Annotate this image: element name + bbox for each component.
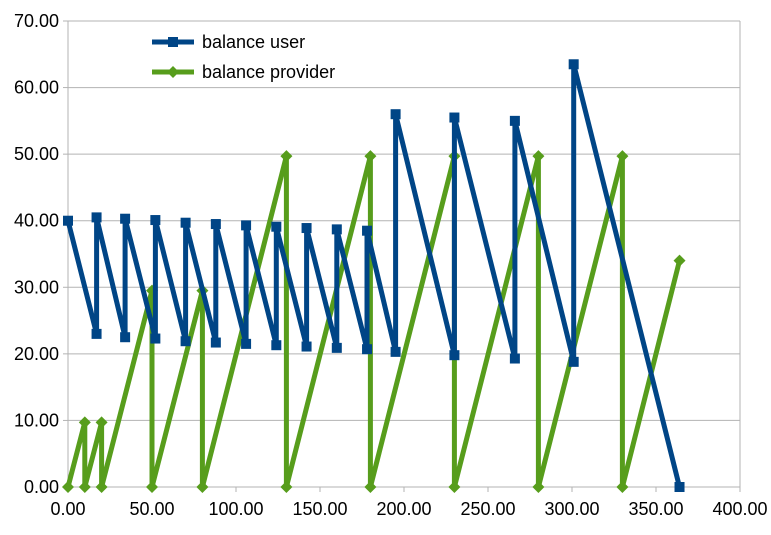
data-point-balance-user (180, 217, 191, 228)
legend: balance user balance provider (152, 32, 335, 82)
data-point-balance-provider (364, 150, 377, 163)
x-tick-label: 400.00 (712, 499, 767, 519)
x-tick-label: 100.00 (208, 499, 263, 519)
legend-entry-balance-user: balance user (152, 32, 305, 52)
y-tick-label: 70.00 (14, 11, 59, 31)
legend-swatch-marker (168, 37, 178, 47)
data-point-balance-user (210, 219, 221, 230)
x-tick-label: 350.00 (628, 499, 683, 519)
data-point-balance-provider (78, 481, 91, 493)
y-tick-label: 40.00 (14, 211, 59, 231)
series-balance-user (63, 59, 685, 492)
data-point-balance-provider (532, 150, 545, 163)
y-tick-label: 0.00 (24, 477, 59, 497)
series-balance-provider (62, 150, 686, 493)
data-point-balance-user (150, 333, 161, 344)
x-tick-label: 0.00 (50, 499, 85, 519)
x-tick-label: 250.00 (460, 499, 515, 519)
data-point-balance-provider (673, 254, 686, 267)
data-point-balance-provider (616, 150, 629, 163)
legend-label: balance provider (202, 62, 335, 82)
data-point-balance-provider (280, 150, 293, 163)
x-tick-label: 150.00 (292, 499, 347, 519)
data-point-balance-user (271, 340, 282, 351)
data-point-balance-provider (448, 481, 461, 493)
data-point-balance-user (301, 223, 312, 234)
data-point-balance-user (509, 353, 520, 364)
data-point-balance-user (91, 328, 102, 339)
axes: 0.00 10.00 20.00 30.00 40.00 50.00 60.00 70.00 0… (14, 11, 768, 519)
data-point-balance-user (120, 332, 131, 343)
data-point-balance-user (331, 224, 342, 235)
data-point-balance-provider (62, 481, 74, 493)
y-tick-label: 20.00 (14, 344, 59, 364)
data-point-balance-user (362, 225, 373, 236)
series-lines (62, 59, 686, 493)
series-line-balance-provider (65, 153, 682, 490)
y-tick-label: 60.00 (14, 78, 59, 98)
y-tick-label: 10.00 (14, 410, 59, 430)
data-point-balance-user (301, 341, 312, 352)
legend-label: balance user (202, 32, 305, 52)
data-point-balance-user (509, 115, 520, 126)
data-point-balance-user (390, 109, 401, 120)
y-tick-label: 50.00 (14, 144, 59, 164)
x-tick-label: 200.00 (376, 499, 431, 519)
data-point-balance-user (331, 342, 342, 353)
data-point-balance-provider (616, 481, 629, 493)
data-point-balance-provider (95, 481, 108, 493)
data-point-balance-user (449, 350, 460, 361)
data-point-balance-user (180, 336, 191, 347)
data-point-balance-user (150, 215, 161, 226)
y-tick-label: 30.00 (14, 277, 59, 297)
data-point-balance-user (120, 213, 131, 224)
data-point-balance-provider (280, 481, 293, 493)
data-point-balance-user (568, 356, 579, 367)
legend-entry-balance-provider: balance provider (152, 62, 335, 82)
data-point-balance-provider (532, 481, 545, 493)
x-tick-label: 50.00 (129, 499, 174, 519)
data-point-balance-user (210, 337, 221, 348)
x-tick-label: 300.00 (544, 499, 599, 519)
data-point-balance-provider (146, 481, 158, 493)
data-point-balance-provider (196, 481, 209, 493)
data-point-balance-user (674, 482, 685, 492)
data-point-balance-user (91, 212, 102, 223)
data-point-balance-user (241, 338, 252, 349)
data-point-balance-user (449, 112, 460, 123)
data-point-balance-user (362, 344, 373, 355)
data-point-balance-user (63, 215, 73, 226)
data-point-balance-user (241, 220, 252, 231)
legend-swatch-marker (167, 66, 179, 78)
series-line-balance-user (65, 61, 682, 488)
data-point-balance-user (271, 221, 282, 232)
data-point-balance-user (390, 346, 401, 357)
data-point-balance-provider (78, 416, 91, 429)
data-point-balance-provider (364, 481, 377, 493)
data-point-balance-user (568, 59, 579, 70)
data-point-balance-provider (95, 416, 108, 429)
